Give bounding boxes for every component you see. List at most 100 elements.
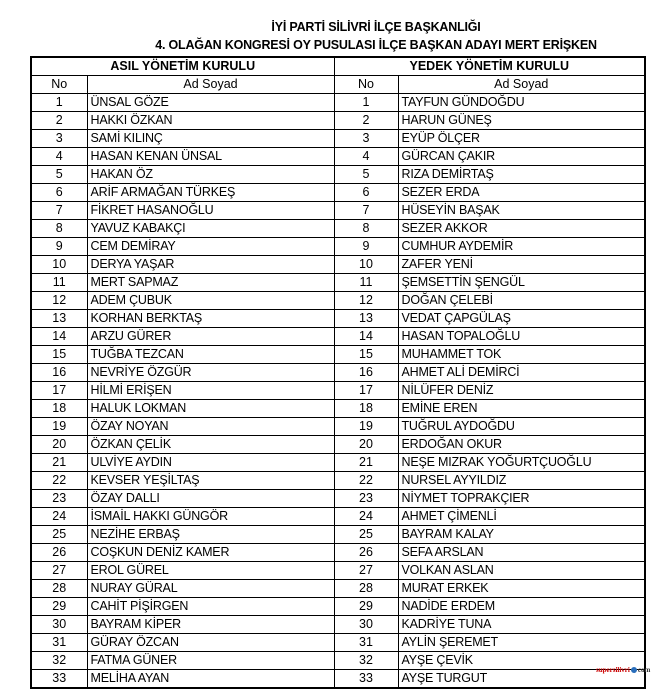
table-row: 26 COŞKUN DENİZ KAMER 26 SEFA ARSLAN xyxy=(30,543,646,562)
yedek-no: 14 xyxy=(333,327,399,346)
table-row: 33 MELİHA AYAN 33 AYŞE TURGUT xyxy=(30,669,646,689)
table-row: 30 BAYRAM KİPER 30 KADRİYE TUNA xyxy=(30,615,646,634)
table-row: 23 ÖZAY DALLI 23 NİYMET TOPRAKÇIER xyxy=(30,489,646,508)
yedek-name: VOLKAN ASLAN xyxy=(397,561,646,580)
table-row: 20 ÖZKAN ÇELİK 20 ERDOĞAN OKUR xyxy=(30,435,646,454)
yedek-no: 7 xyxy=(333,201,399,220)
asil-no: 8 xyxy=(30,219,88,238)
asil-no: 20 xyxy=(30,435,88,454)
asil-no: 2 xyxy=(30,111,88,130)
yedek-no: 11 xyxy=(333,273,399,292)
asil-name: ARZU GÜRER xyxy=(86,327,335,346)
asil-no: 19 xyxy=(30,417,88,436)
yedek-name: EYÜP ÖLÇER xyxy=(397,129,646,148)
asil-no: 7 xyxy=(30,201,88,220)
asil-name: ÜNSAL GÖZE xyxy=(86,93,335,112)
asil-name: ADEM ÇUBUK xyxy=(86,291,335,310)
asil-name: NEVRİYE ÖZGÜR xyxy=(86,363,335,382)
table-row: 2 HAKKI ÖZKAN 2 HARUN GÜNEŞ xyxy=(30,111,646,130)
asil-header: ASIL YÖNETİM KURULU xyxy=(30,56,335,76)
asil-name: EROL GÜREL xyxy=(86,561,335,580)
yedek-name: NEŞE MIZRAK YOĞURTÇUOĞLU xyxy=(397,453,646,472)
table-row: 1 ÜNSAL GÖZE 1 TAYFUN GÜNDOĞDU xyxy=(30,93,646,112)
asil-no: 15 xyxy=(30,345,88,364)
asil-no: 33 xyxy=(30,669,88,689)
asil-name: ÖZKAN ÇELİK xyxy=(86,435,335,454)
ballot-table: ASIL YÖNETİM KURULU YEDEK YÖNETİM KURULU… xyxy=(30,56,647,689)
table-row: 18 HALUK LOKMAN 18 EMİNE EREN xyxy=(30,399,646,418)
asil-name: ULVİYE AYDIN xyxy=(86,453,335,472)
table-row: 15 TUĞBA TEZCAN 15 MUHAMMET TOK xyxy=(30,345,646,364)
yedek-no: 25 xyxy=(333,525,399,544)
yedek-name: HARUN GÜNEŞ xyxy=(397,111,646,130)
yedek-name: TAYFUN GÜNDOĞDU xyxy=(397,93,646,112)
table-row: 3 SAMİ KILINÇ 3 EYÜP ÖLÇER xyxy=(30,129,646,148)
asil-name: FİKRET HASANOĞLU xyxy=(86,201,335,220)
col-name-header: Ad Soyad xyxy=(86,75,335,94)
asil-no: 3 xyxy=(30,129,88,148)
asil-name: NEZİHE ERBAŞ xyxy=(86,525,335,544)
yedek-name: NİYMET TOPRAKÇIER xyxy=(397,489,646,508)
yedek-name: ZAFER YENİ xyxy=(397,255,646,274)
table-row: 13 KORHAN BERKTAŞ 13 VEDAT ÇAPGÜLAŞ xyxy=(30,309,646,328)
asil-name: FATMA GÜNER xyxy=(86,651,335,670)
yedek-no: 3 xyxy=(333,129,399,148)
table-row: 27 EROL GÜREL 27 VOLKAN ASLAN xyxy=(30,561,646,580)
yedek-no: 33 xyxy=(333,669,399,689)
asil-name: ÖZAY NOYAN xyxy=(86,417,335,436)
yedek-no: 20 xyxy=(333,435,399,454)
asil-no: 1 xyxy=(30,93,88,112)
yedek-name: SEZER AKKOR xyxy=(397,219,646,238)
table-row: 7 FİKRET HASANOĞLU 7 HÜSEYİN BAŞAK xyxy=(30,201,646,220)
yedek-no: 12 xyxy=(333,291,399,310)
yedek-no: 31 xyxy=(333,633,399,652)
yedek-name: BAYRAM KALAY xyxy=(397,525,646,544)
yedek-no: 22 xyxy=(333,471,399,490)
yedek-name: KADRİYE TUNA xyxy=(397,615,646,634)
table-row: 10 DERYA YAŞAR 10 ZAFER YENİ xyxy=(30,255,646,274)
asil-name: ARİF ARMAĞAN TÜRKEŞ xyxy=(86,183,335,202)
asil-name: COŞKUN DENİZ KAMER xyxy=(86,543,335,562)
yedek-no: 17 xyxy=(333,381,399,400)
yedek-name: VEDAT ÇAPGÜLAŞ xyxy=(397,309,646,328)
yedek-name: AYŞE ÇEVİK xyxy=(397,651,646,670)
asil-name: KORHAN BERKTAŞ xyxy=(86,309,335,328)
asil-no: 16 xyxy=(30,363,88,382)
asil-no: 26 xyxy=(30,543,88,562)
yedek-name: SEFA ARSLAN xyxy=(397,543,646,562)
yedek-name: AHMET ALİ DEMİRCİ xyxy=(397,363,646,382)
yedek-name: SEZER ERDA xyxy=(397,183,646,202)
yedek-no: 8 xyxy=(333,219,399,238)
asil-name: SAMİ KILINÇ xyxy=(86,129,335,148)
table-row: 9 CEM DEMİRAY 9 CUMHUR AYDEMİR xyxy=(30,237,646,256)
asil-no: 12 xyxy=(30,291,88,310)
yedek-name: ERDOĞAN OKUR xyxy=(397,435,646,454)
yedek-no: 13 xyxy=(333,309,399,328)
yedek-name: RIZA DEMİRTAŞ xyxy=(397,165,646,184)
table-row: 6 ARİF ARMAĞAN TÜRKEŞ 6 SEZER ERDA xyxy=(30,183,646,202)
yedek-name: ŞEMSETTİN ŞENGÜL xyxy=(397,273,646,292)
asil-name: CEM DEMİRAY xyxy=(86,237,335,256)
yedek-name: MUHAMMET TOK xyxy=(397,345,646,364)
yedek-no: 15 xyxy=(333,345,399,364)
table-row: 21 ULVİYE AYDIN 21 NEŞE MIZRAK YOĞURTÇUOĞLU xyxy=(30,453,646,472)
document-subtitle: 4. OLAĞAN KONGRESİ OY PUSULASI İLÇE BAŞK… xyxy=(155,38,597,52)
yedek-no: 30 xyxy=(333,615,399,634)
asil-name: YAVUZ KABAKÇI xyxy=(86,219,335,238)
yedek-name: EMİNE EREN xyxy=(397,399,646,418)
table-row: 29 CAHİT PİŞİRGEN 29 NADİDE ERDEM xyxy=(30,597,646,616)
asil-no: 25 xyxy=(30,525,88,544)
asil-name: HİLMİ ERİŞEN xyxy=(86,381,335,400)
asil-name: TUĞBA TEZCAN xyxy=(86,345,335,364)
yedek-no: 9 xyxy=(333,237,399,256)
yedek-no: 29 xyxy=(333,597,399,616)
asil-name: ÖZAY DALLI xyxy=(86,489,335,508)
table-row: 4 HASAN KENAN ÜNSAL 4 GÜRCAN ÇAKIR xyxy=(30,147,646,166)
table-row: 22 KEVSER YEŞİLTAŞ 22 NURSEL AYYILDIZ xyxy=(30,471,646,490)
table-row: 25 NEZİHE ERBAŞ 25 BAYRAM KALAY xyxy=(30,525,646,544)
table-row: 11 MERT SAPMAZ 11 ŞEMSETTİN ŞENGÜL xyxy=(30,273,646,292)
col-no-header: No xyxy=(30,75,88,94)
asil-name: HAKAN ÖZ xyxy=(86,165,335,184)
col-name-header: Ad Soyad xyxy=(397,75,646,94)
yedek-name: DOĞAN ÇELEBİ xyxy=(397,291,646,310)
